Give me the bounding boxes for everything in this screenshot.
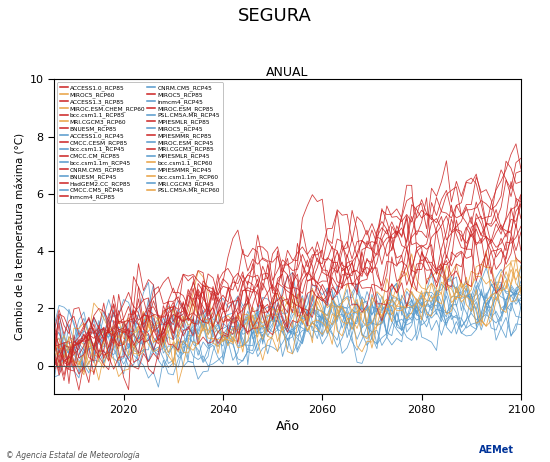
- Text: © Agencia Estatal de Meteorología: © Agencia Estatal de Meteorología: [6, 451, 139, 460]
- Y-axis label: Cambio de la temperatura máxima (°C): Cambio de la temperatura máxima (°C): [15, 133, 25, 340]
- X-axis label: Año: Año: [276, 420, 300, 433]
- Text: SEGURA: SEGURA: [238, 7, 312, 25]
- Legend: ACCESS1.0_RCP85, MIROC5_RCP60, ACCESS1.3_RCP85, MIROC.ESM.CHEM_RCP60, bcc.csm1.1: ACCESS1.0_RCP85, MIROC5_RCP60, ACCESS1.3…: [57, 82, 223, 203]
- Text: AEMet: AEMet: [478, 445, 514, 455]
- Title: ANUAL: ANUAL: [266, 67, 309, 79]
